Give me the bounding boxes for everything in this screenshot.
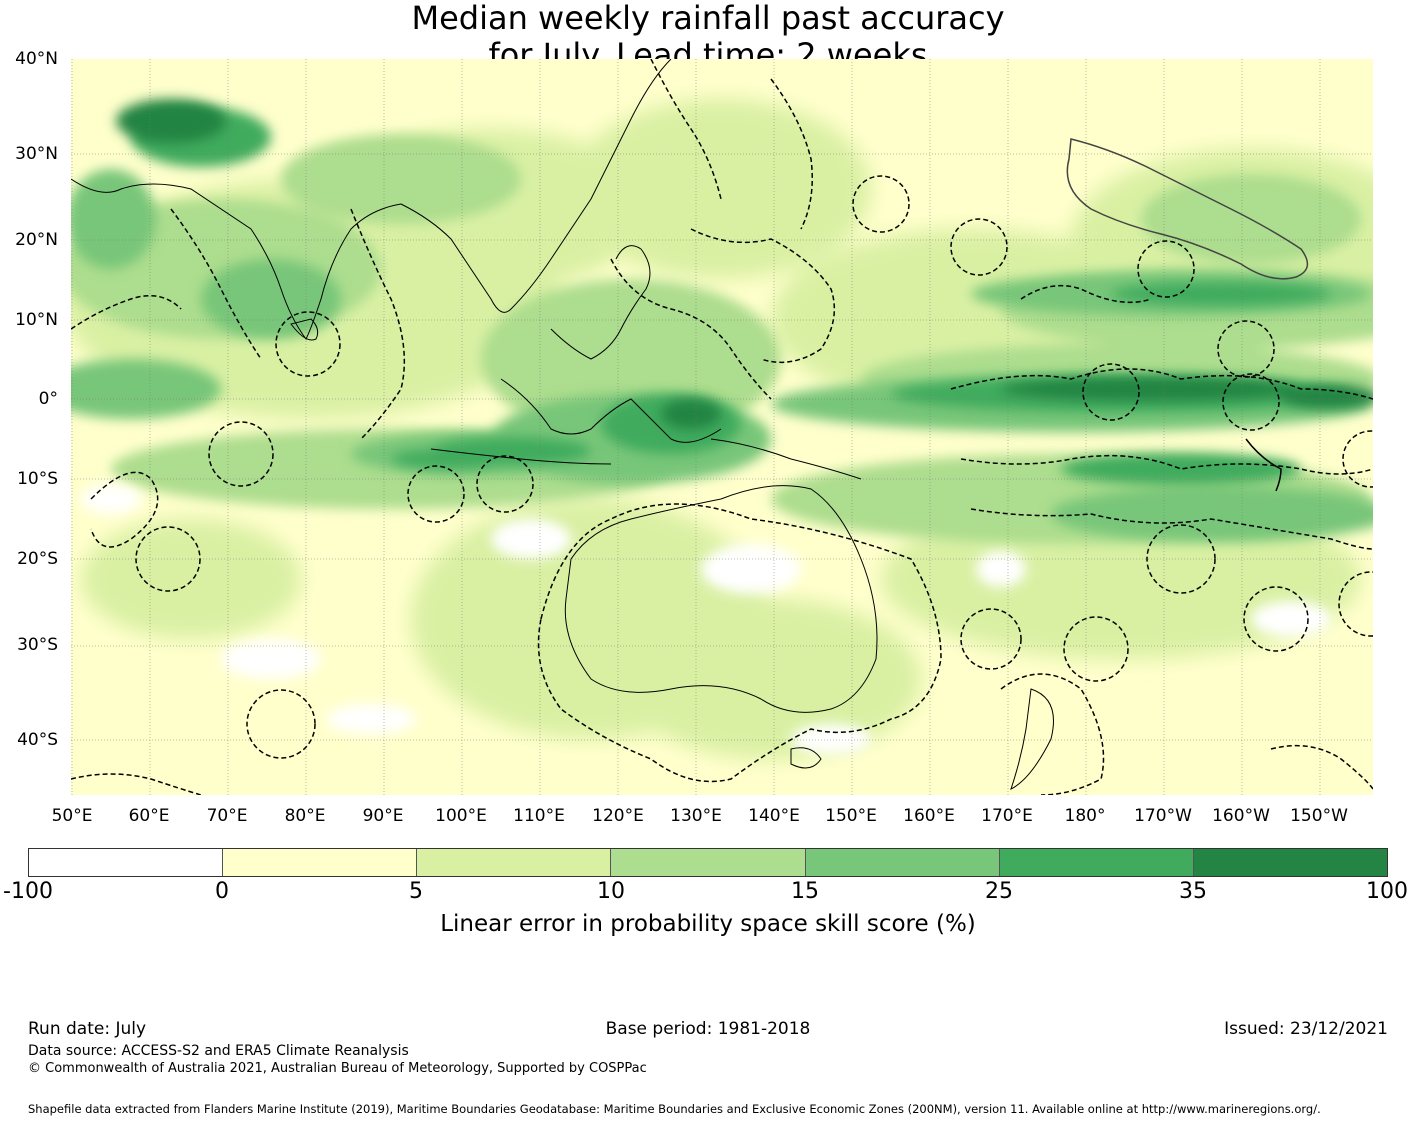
issued-date: Issued: 23/12/2021 <box>1224 1019 1388 1039</box>
colorbar-tick: 35 <box>1179 879 1207 904</box>
lon-label-90e: 90°E <box>362 806 404 826</box>
colorbar-segment <box>223 849 418 876</box>
lat-label-30n: 30°N <box>15 144 58 164</box>
lat-label-10n: 10°N <box>15 310 58 330</box>
lon-label-150e: 150°E <box>825 806 877 826</box>
lat-label-10s: 10°S <box>17 469 58 489</box>
lon-label-100e: 100°E <box>435 806 487 826</box>
lat-label-40n: 40°N <box>15 49 58 69</box>
colorbar-segment <box>999 849 1194 876</box>
lon-label-160e: 160°E <box>903 806 955 826</box>
shapefile-credit: Shapefile data extracted from Flanders M… <box>28 1102 1321 1116</box>
map-title: Median weekly rainfall past accuracy for… <box>0 0 1416 74</box>
lon-label-110e: 110°E <box>513 806 565 826</box>
title-line-1: Median weekly rainfall past accuracy <box>411 0 1005 37</box>
lat-label-30s: 30°S <box>17 635 58 655</box>
colorbar-segment <box>29 849 224 876</box>
skill-score-map <box>71 59 1373 795</box>
lon-label-170w: 170°W <box>1134 806 1192 826</box>
boundary-solid <box>1245 438 1282 492</box>
colorbar-label: Linear error in probability space skill … <box>440 911 976 937</box>
hawaii-eez-boundary <box>1066 138 1309 280</box>
colorbar-segment <box>1193 849 1387 876</box>
colorbar-segment <box>611 849 806 876</box>
lon-label-180: 180° <box>1064 806 1106 826</box>
colorbar-segment <box>805 849 1000 876</box>
base-period: Base period: 1981-2018 <box>605 1019 811 1039</box>
lat-label-0: 0° <box>38 389 58 409</box>
lon-label-60e: 60°E <box>128 806 170 826</box>
lon-label-70e: 70°E <box>206 806 248 826</box>
lon-label-130e: 130°E <box>670 806 722 826</box>
run-date: Run date: July <box>28 1019 147 1039</box>
lon-label-80e: 80°E <box>284 806 326 826</box>
colorbar-tick: 5 <box>409 879 423 904</box>
coastlines <box>71 59 1054 790</box>
colorbar-tick: 100 <box>1366 879 1408 904</box>
copyright: © Commonwealth of Australia 2021, Austra… <box>28 1061 647 1076</box>
legend-colorbar <box>28 848 1388 877</box>
lon-label-170e: 170°E <box>981 806 1033 826</box>
lat-label-20s: 20°S <box>17 549 58 569</box>
colorbar-tick: 10 <box>597 879 625 904</box>
data-source: Data source: ACCESS-S2 and ERA5 Climate … <box>28 1043 409 1059</box>
lon-label-140e: 140°E <box>748 806 800 826</box>
colorbar-tick: 15 <box>791 879 819 904</box>
lon-label-160w: 160°W <box>1212 806 1270 826</box>
lon-label-50e: 50°E <box>51 806 93 826</box>
lat-label-40s: 40°S <box>17 730 58 750</box>
colorbar-tick: 25 <box>985 879 1013 904</box>
colorbar-segment <box>417 849 612 876</box>
lon-label-150w: 150°W <box>1290 806 1348 826</box>
eez-boundaries <box>71 59 1373 795</box>
lat-label-20n: 20°N <box>15 230 58 250</box>
map-canvas <box>71 59 1373 795</box>
lon-label-120e: 120°E <box>592 806 644 826</box>
colorbar-tick: 0 <box>215 879 229 904</box>
colorbar-tick: -100 <box>3 879 53 904</box>
